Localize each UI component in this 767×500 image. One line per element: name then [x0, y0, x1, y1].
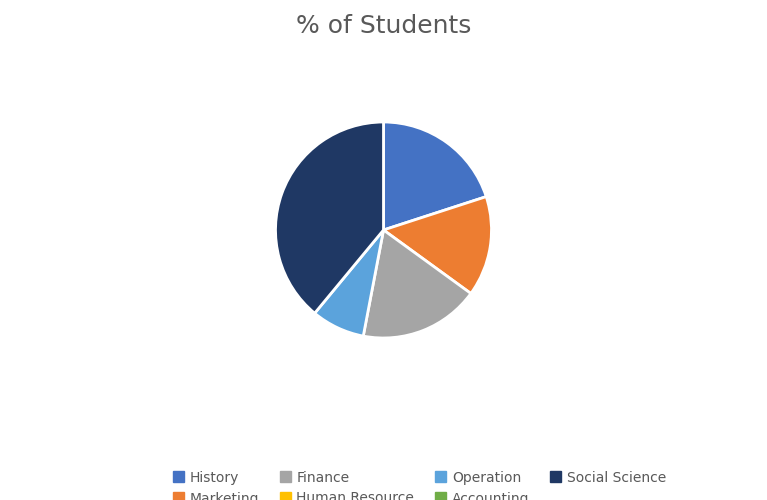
- Wedge shape: [275, 122, 384, 313]
- Wedge shape: [364, 230, 471, 338]
- Wedge shape: [384, 122, 486, 230]
- Legend: History, Marketing, Finance, Human Resource, Operation, Accounting, Social Scien: History, Marketing, Finance, Human Resou…: [167, 465, 672, 500]
- Wedge shape: [384, 196, 492, 294]
- Wedge shape: [314, 230, 384, 336]
- Title: % of Students: % of Students: [296, 14, 471, 38]
